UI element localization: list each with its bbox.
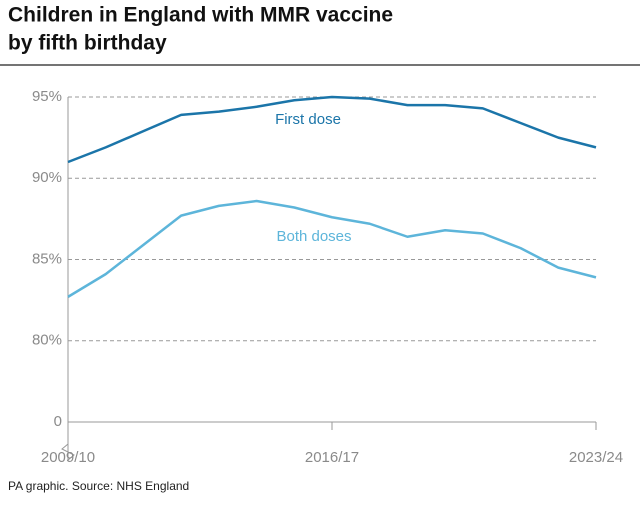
line: [67, 199, 597, 298]
line: [67, 95, 597, 164]
y-tick-label: 95%: [32, 88, 62, 105]
x-tick-label: 2023/24: [569, 449, 623, 466]
y-tick-label: 85%: [32, 250, 62, 267]
x-tick-label: 2016/17: [305, 449, 359, 466]
y-tick-label: 80%: [32, 332, 62, 349]
y-tick-label: 90%: [32, 169, 62, 186]
chart-title: by fifth birthday: [8, 32, 167, 55]
chart-title: Children in England with MMR vaccine: [8, 4, 393, 27]
y-tick-label: 0: [54, 413, 62, 430]
y-axis: [61, 97, 75, 462]
series-label: First dose: [275, 111, 341, 128]
x-tick-label: 2009/10: [41, 449, 95, 466]
series-label: Both doses: [276, 228, 351, 245]
source: PA graphic. Source: NHS England: [8, 479, 189, 493]
